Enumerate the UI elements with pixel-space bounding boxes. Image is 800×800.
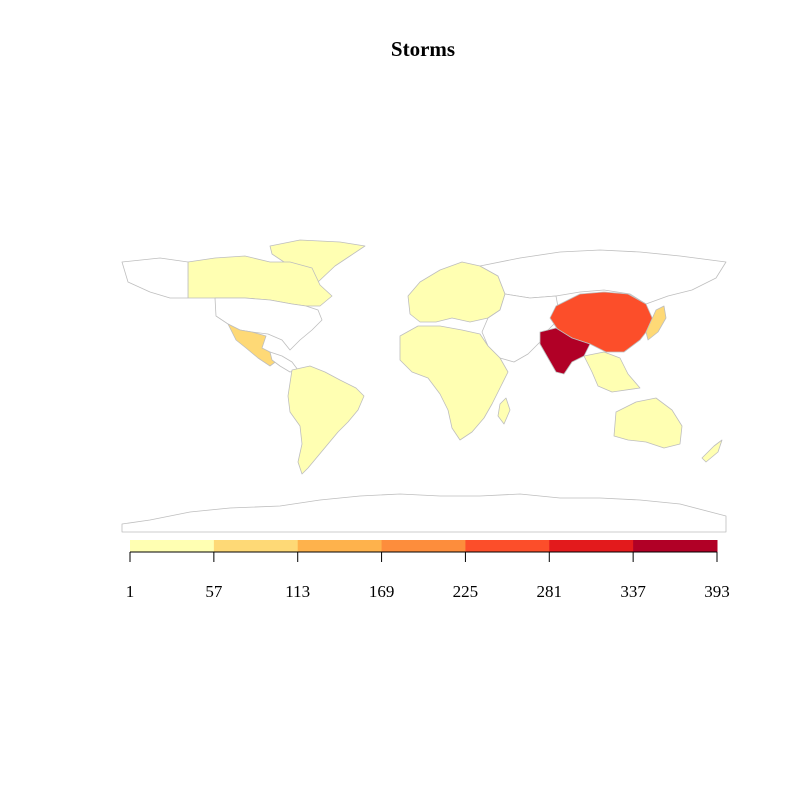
- legend-tick-label: 281: [536, 582, 563, 601]
- region-central-america: [269, 351, 299, 373]
- region-alaska: [121, 257, 189, 299]
- region-japan: [645, 305, 667, 341]
- region-south-america: [287, 365, 365, 475]
- legend-axis: [129, 551, 718, 562]
- legend-swatch: [381, 540, 466, 552]
- legend-swatch: [130, 540, 215, 552]
- region-usa: [214, 297, 323, 351]
- legend-swatch: [297, 540, 383, 552]
- region-southeast-asia: [583, 351, 641, 393]
- legend-tick-label: 225: [452, 582, 479, 601]
- legend-swatch: [213, 540, 299, 552]
- legend-tick-label: 393: [704, 582, 730, 601]
- region-new-zealand: [701, 439, 723, 463]
- region-australia: [613, 397, 683, 449]
- legend-bar: [130, 540, 718, 552]
- map-title: Storms: [390, 37, 456, 61]
- region-antarctica: [121, 493, 727, 533]
- legend-tick-label: 113: [285, 582, 311, 601]
- legend-tick-label: 169: [368, 582, 395, 601]
- region-india: [539, 327, 591, 375]
- region-madagascar: [497, 397, 511, 425]
- legend-swatch: [633, 540, 718, 552]
- legend-swatch: [465, 540, 550, 552]
- legend-tick-label: 1: [125, 582, 135, 601]
- region-greenland: [269, 239, 366, 287]
- region-africa: [399, 325, 509, 441]
- legend-tick-label: 57: [205, 582, 223, 601]
- legend-swatch: [549, 540, 634, 552]
- legend-tick-label: 337: [620, 582, 646, 601]
